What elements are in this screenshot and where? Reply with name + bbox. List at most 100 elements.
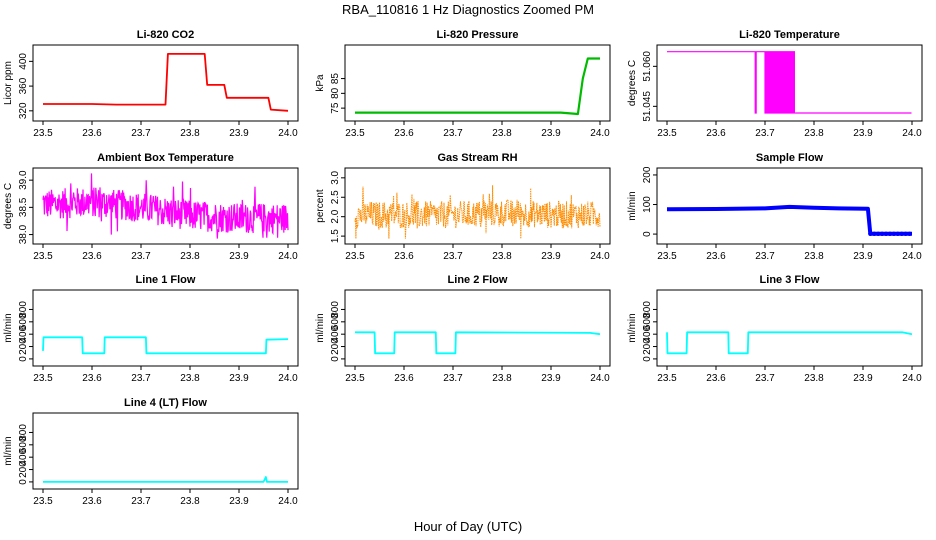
panel-line4: Line 4 (LT) Flow 23.5 23.6 23.7 23.8 23.9 24.0… [3, 397, 299, 507]
series-point-sample [883, 231, 889, 236]
x-tick-label: 23.8 [804, 373, 824, 384]
x-tick-label: 24.0 [590, 251, 610, 262]
x-tick-label: 23.5 [33, 128, 53, 139]
y-tick-label: 38.5 [18, 197, 29, 217]
y-tick-label: 800 [18, 424, 29, 441]
y-tick-label: 800 [642, 301, 653, 318]
y-tick-label: 2.5 [330, 190, 341, 204]
plot-frame [344, 44, 611, 122]
panel-ambient: Ambient Box Temperature 23.5 23.6 23.7 23.8 2… [3, 152, 299, 262]
y-tick-label: 400 [330, 325, 341, 342]
x-tick-label: 23.5 [657, 373, 677, 384]
y-tick-label: 600 [642, 313, 653, 330]
plot-frame [656, 289, 923, 367]
x-tick-label: 23.5 [657, 251, 677, 262]
x-tick-label: 23.6 [706, 373, 726, 384]
x-tick-label: 23.7 [131, 373, 151, 384]
y-tick-label: 600 [18, 313, 29, 330]
x-tick-label: 23.6 [706, 251, 726, 262]
y-axis-label: ml/min [315, 313, 326, 342]
y-tick-label: 400 [642, 325, 653, 342]
y-axis-label: degrees C [627, 60, 638, 106]
x-tick-label: 23.7 [443, 251, 463, 262]
x-tick-label: 23.9 [229, 496, 249, 507]
x-tick-label: 23.8 [180, 128, 200, 139]
x-tick-label: 24.0 [590, 373, 610, 384]
panel-co2: Li-820 CO2 23.5 23.6 23.7 23.8 23.9 24.0 320 360… [3, 29, 299, 139]
x-tick-label: 23.9 [541, 251, 561, 262]
x-tick-label: 23.5 [33, 373, 53, 384]
x-tick-label: 24.0 [902, 128, 922, 139]
panel-title-line4: Line 4 (LT) Flow [124, 397, 207, 409]
series-point-sample [875, 231, 881, 236]
y-tick-label: 800 [330, 301, 341, 318]
x-tick-label: 24.0 [278, 496, 298, 507]
series-line-line2 [355, 331, 601, 355]
x-tick-label: 23.6 [82, 373, 102, 384]
x-tick-label: 24.0 [278, 251, 298, 262]
y-tick-label: 75 [330, 102, 341, 114]
y-tick-label: 200 [642, 338, 653, 355]
y-tick-label: 2.0 [330, 209, 341, 223]
y-axis-label: degrees C [3, 183, 14, 229]
x-tick-label: 23.8 [180, 496, 200, 507]
series-line-temperature [667, 51, 912, 114]
panel-pressure: Li-820 Pressure 23.5 23.6 23.7 23.8 23.9 24.0 7… [315, 29, 611, 139]
y-tick-label: 0 [642, 231, 653, 237]
series-point-sample [907, 231, 912, 236]
series-point-sample [903, 231, 908, 236]
y-tick-label: 85 [330, 73, 341, 85]
x-tick-label: 23.8 [180, 373, 200, 384]
y-tick-label: 320 [18, 102, 29, 119]
x-tick-label: 23.9 [853, 251, 873, 262]
plot-frame [32, 167, 299, 245]
y-tick-label: 800 [18, 301, 29, 318]
y-tick-label: 0 [330, 356, 341, 362]
y-tick-label: 400 [18, 53, 29, 70]
x-tick-label: 23.7 [755, 373, 775, 384]
x-tick-label: 23.5 [345, 128, 365, 139]
panel-title-co2: Li-820 CO2 [137, 29, 194, 41]
x-tick-label: 23.5 [657, 128, 677, 139]
y-tick-label: 100 [642, 196, 653, 213]
x-tick-label: 23.9 [541, 373, 561, 384]
x-tick-label: 23.7 [755, 128, 775, 139]
x-tick-label: 23.5 [345, 251, 365, 262]
series-point-sample [879, 231, 885, 236]
series-line-co2 [43, 53, 289, 112]
series-point-sample [899, 231, 904, 236]
panel-title-rh: Gas Stream RH [437, 152, 517, 164]
x-tick-label: 23.8 [492, 251, 512, 262]
x-tick-label: 23.6 [82, 251, 102, 262]
y-tick-label: 600 [18, 436, 29, 453]
panel-title-ambient: Ambient Box Temperature [97, 152, 234, 164]
x-tick-label: 23.6 [394, 251, 414, 262]
x-tick-label: 23.5 [345, 373, 365, 384]
x-tick-label: 23.7 [755, 251, 775, 262]
x-tick-label: 24.0 [902, 373, 922, 384]
y-tick-label: 0 [18, 356, 29, 362]
x-tick-label: 23.9 [229, 128, 249, 139]
x-tick-label: 23.8 [492, 373, 512, 384]
series-line-rh [354, 185, 601, 239]
x-tick-label: 23.9 [541, 128, 561, 139]
y-axis-label: Licor ppm [3, 61, 14, 105]
plot-frame [656, 44, 923, 122]
y-axis-label: ml/min [627, 191, 638, 220]
series-point-sample [895, 231, 900, 236]
x-tick-label: 23.9 [853, 128, 873, 139]
x-tick-label: 23.6 [394, 128, 414, 139]
plot-frame [32, 44, 299, 122]
x-tick-label: 24.0 [278, 373, 298, 384]
y-tick-label: 51.045 [642, 91, 653, 122]
x-tick-label: 23.7 [443, 128, 463, 139]
panel-title-line3: Line 3 Flow [760, 274, 820, 286]
y-tick-label: 400 [18, 325, 29, 342]
y-tick-label: 1.5 [330, 229, 341, 243]
panel-temperature: Li-820 Temperature 23.5 23.6 23.7 23.8 23.9 24… [627, 29, 923, 139]
panel-title-temperature: Li-820 Temperature [739, 29, 840, 41]
plot-frame [32, 289, 299, 367]
x-tick-label: 23.5 [33, 251, 53, 262]
y-tick-label: 600 [330, 313, 341, 330]
series-line-ambient [42, 173, 289, 239]
